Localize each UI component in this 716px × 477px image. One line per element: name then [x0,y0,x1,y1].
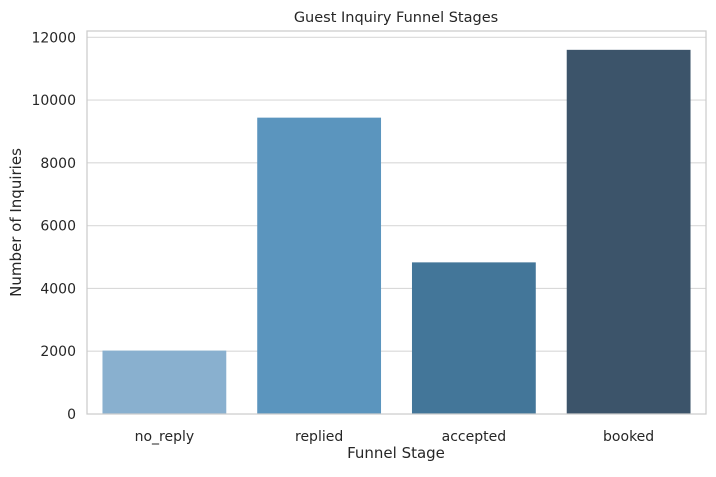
bar-no-reply [102,350,227,414]
y-tick-label: 4000 [40,281,76,297]
chart-title: Guest Inquiry Funnel Stages [294,10,498,26]
y-tick-label: 2000 [40,344,76,360]
x-tick-labels: no_reply replied accepted booked [135,429,655,445]
x-tick-label: booked [603,429,654,445]
bars [102,49,691,415]
y-tick-label: 6000 [40,219,76,235]
x-axis-title: Funnel Stage [347,444,445,462]
y-tick-label: 8000 [40,156,76,172]
x-tick-label: accepted [442,429,506,445]
y-tick-label: 0 [67,407,76,423]
x-tick-label: no_reply [135,429,195,445]
y-tick-labels: 0 2000 4000 6000 8000 10000 12000 [31,30,76,423]
bar-accepted [411,262,536,414]
y-tick-label: 12000 [31,30,76,46]
plot-frame [86,30,707,415]
x-tick-label: replied [295,429,343,445]
y-axis-title: Number of Inquiries [7,148,25,297]
bar-booked [566,49,691,415]
y-tick-label: 10000 [31,93,76,109]
bar-replied [257,117,382,414]
